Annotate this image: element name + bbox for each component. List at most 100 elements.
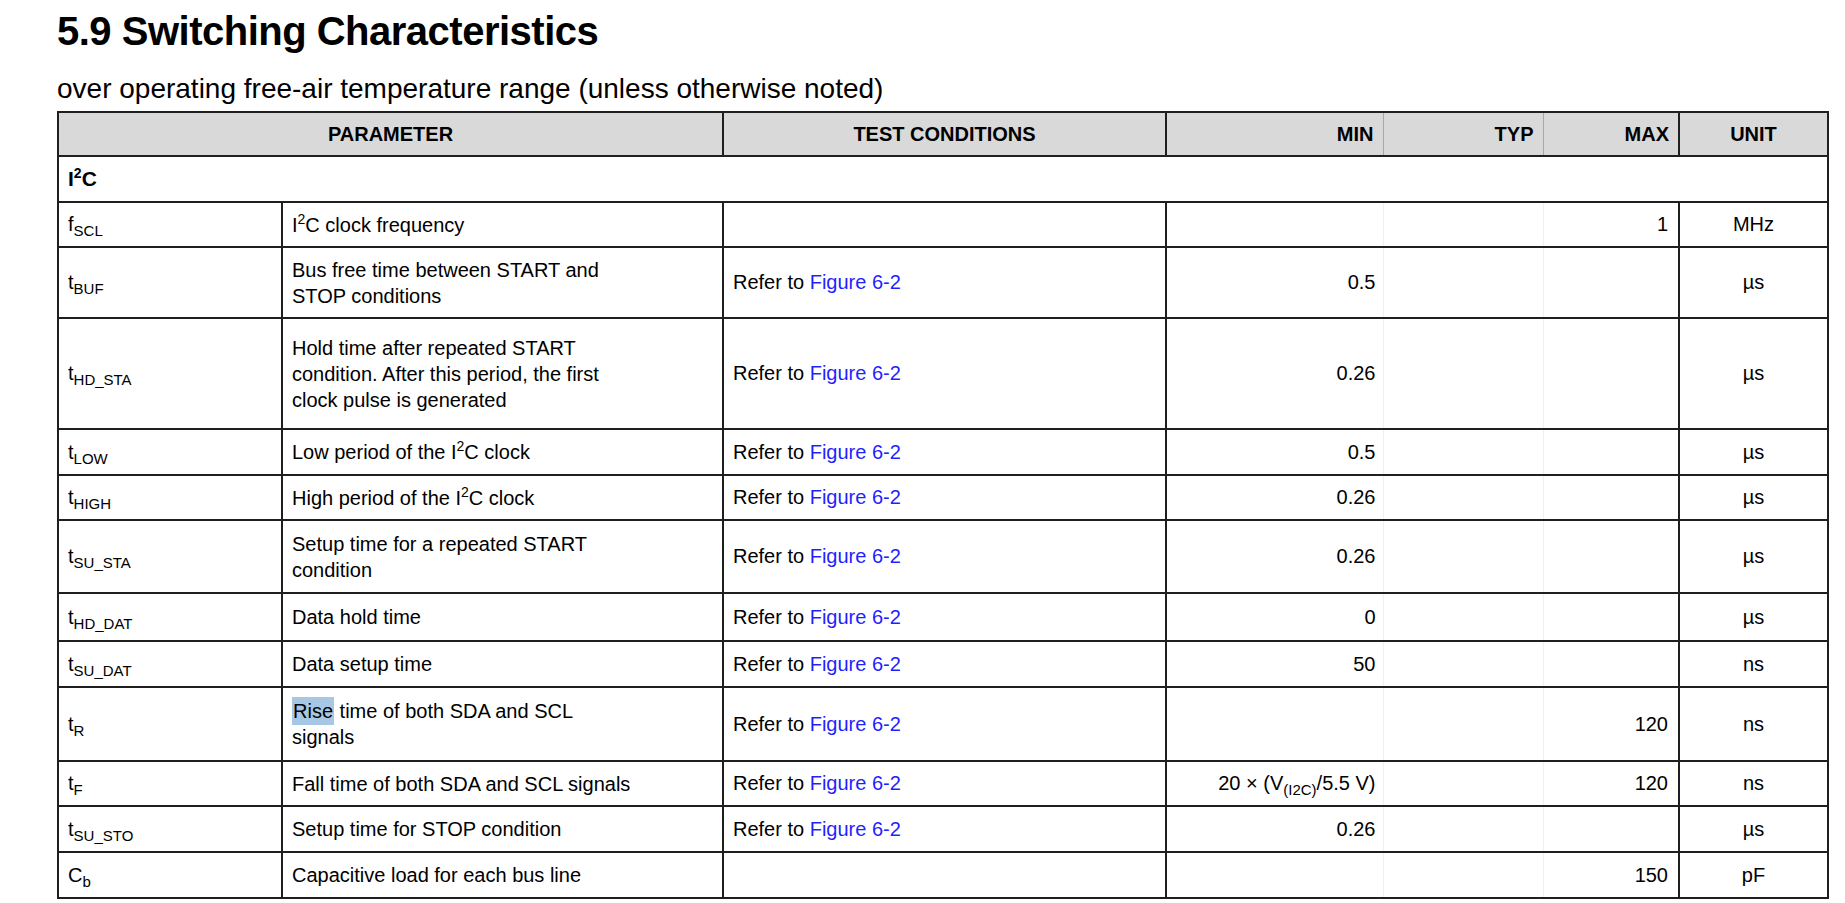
parameter-description: Setup time for a repeated STARTcondition: [282, 520, 723, 593]
parameter-description: Low period of the I2C clock: [282, 429, 723, 475]
unit-value: µs: [1679, 593, 1828, 641]
unit-value: ns: [1679, 687, 1828, 761]
figure-link[interactable]: Figure 6-2: [810, 772, 901, 794]
test-condition-cell: Refer to Figure 6-2: [723, 318, 1166, 429]
typ-value: [1383, 318, 1543, 429]
typ-value: [1383, 247, 1543, 318]
parameter-symbol: tHD_DAT: [58, 593, 282, 641]
min-value: 0.26: [1166, 806, 1383, 852]
selection-highlight: Rise: [292, 697, 334, 725]
unit-value: ns: [1679, 761, 1828, 806]
max-value: 150: [1543, 852, 1679, 898]
min-value: 0.26: [1166, 520, 1383, 593]
max-value: [1543, 593, 1679, 641]
parameter-description: Setup time for STOP condition: [282, 806, 723, 852]
min-value: 50: [1166, 641, 1383, 687]
min-value: 0.5: [1166, 247, 1383, 318]
parameter-description: Rise time of both SDA and SCLsignals: [282, 687, 723, 761]
unit-value: µs: [1679, 520, 1828, 593]
test-condition-cell: Refer to Figure 6-2: [723, 761, 1166, 806]
table-row: fSCLI2C clock frequency1MHz: [58, 202, 1828, 247]
table-row: tFFall time of both SDA and SCL signalsR…: [58, 761, 1828, 806]
section-row: I2C: [58, 156, 1828, 202]
document-page: 5.9 Switching Characteristics over opera…: [0, 0, 1845, 899]
table-row: tBUFBus free time between START andSTOP …: [58, 247, 1828, 318]
column-header-unit: UNIT: [1679, 112, 1828, 156]
figure-link[interactable]: Figure 6-2: [810, 271, 901, 293]
typ-value: [1383, 761, 1543, 806]
unit-value: µs: [1679, 318, 1828, 429]
parameter-symbol: Cb: [58, 852, 282, 898]
min-value: 0.5: [1166, 429, 1383, 475]
typ-value: [1383, 429, 1543, 475]
figure-link[interactable]: Figure 6-2: [810, 713, 901, 735]
min-value: 0.26: [1166, 318, 1383, 429]
min-value: [1166, 852, 1383, 898]
parameter-symbol: tSU_STO: [58, 806, 282, 852]
figure-link[interactable]: Figure 6-2: [810, 486, 901, 508]
section-label: I2C: [58, 156, 1828, 202]
column-header-typ: TYP: [1383, 112, 1543, 156]
column-header-min: MIN: [1166, 112, 1383, 156]
test-condition-cell: Refer to Figure 6-2: [723, 429, 1166, 475]
column-header-parameter: PARAMETER: [58, 112, 723, 156]
column-header-max: MAX: [1543, 112, 1679, 156]
parameter-symbol: tLOW: [58, 429, 282, 475]
table-row: CbCapacitive load for each bus line 150pF: [58, 852, 1828, 898]
max-value: [1543, 318, 1679, 429]
figure-link[interactable]: Figure 6-2: [810, 653, 901, 675]
typ-value: [1383, 202, 1543, 247]
max-value: [1543, 641, 1679, 687]
figure-link[interactable]: Figure 6-2: [810, 606, 901, 628]
typ-value: [1383, 687, 1543, 761]
figure-link[interactable]: Figure 6-2: [810, 362, 901, 384]
test-condition-cell: Refer to Figure 6-2: [723, 593, 1166, 641]
parameter-symbol: fSCL: [58, 202, 282, 247]
test-condition-cell: Refer to Figure 6-2: [723, 641, 1166, 687]
parameter-symbol: tSU_STA: [58, 520, 282, 593]
max-value: [1543, 429, 1679, 475]
figure-link[interactable]: Figure 6-2: [810, 545, 901, 567]
test-condition-cell: Refer to Figure 6-2: [723, 247, 1166, 318]
parameter-description: I2C clock frequency: [282, 202, 723, 247]
table-row: tRRise time of both SDA and SCLsignalsRe…: [58, 687, 1828, 761]
parameter-symbol: tSU_DAT: [58, 641, 282, 687]
parameter-symbol: tR: [58, 687, 282, 761]
figure-link[interactable]: Figure 6-2: [810, 441, 901, 463]
typ-value: [1383, 520, 1543, 593]
parameter-description: Fall time of both SDA and SCL signals: [282, 761, 723, 806]
parameter-description: Capacitive load for each bus line: [282, 852, 723, 898]
max-value: [1543, 806, 1679, 852]
min-value: [1166, 202, 1383, 247]
table-header-row: PARAMETER TEST CONDITIONS MIN TYP MAX UN…: [58, 112, 1828, 156]
table-row: tHD_STAHold time after repeated STARTcon…: [58, 318, 1828, 429]
switching-characteristics-table: PARAMETER TEST CONDITIONS MIN TYP MAX UN…: [57, 111, 1829, 899]
max-value: [1543, 247, 1679, 318]
typ-value: [1383, 475, 1543, 520]
table-row: tHD_DATData hold timeRefer to Figure 6-2…: [58, 593, 1828, 641]
unit-value: pF: [1679, 852, 1828, 898]
typ-value: [1383, 593, 1543, 641]
unit-value: µs: [1679, 806, 1828, 852]
table-row: tSU_DATData setup timeRefer to Figure 6-…: [58, 641, 1828, 687]
typ-value: [1383, 852, 1543, 898]
test-condition-cell: Refer to Figure 6-2: [723, 687, 1166, 761]
test-condition-cell: [723, 852, 1166, 898]
figure-link[interactable]: Figure 6-2: [810, 818, 901, 840]
unit-value: ns: [1679, 641, 1828, 687]
max-value: 1: [1543, 202, 1679, 247]
test-condition-cell: Refer to Figure 6-2: [723, 520, 1166, 593]
parameter-symbol: tHIGH: [58, 475, 282, 520]
test-condition-cell: Refer to Figure 6-2: [723, 475, 1166, 520]
parameter-description: Data hold time: [282, 593, 723, 641]
table-row: tHIGHHigh period of the I2C clockRefer t…: [58, 475, 1828, 520]
table-row: tSU_STOSetup time for STOP conditionRefe…: [58, 806, 1828, 852]
table-body: I2CfSCLI2C clock frequency1MHztBUFBus fr…: [58, 156, 1828, 898]
min-value: 0.26: [1166, 475, 1383, 520]
typ-value: [1383, 641, 1543, 687]
min-value: 20 × (V(I2C)/5.5 V): [1166, 761, 1383, 806]
parameter-symbol: tBUF: [58, 247, 282, 318]
parameter-description: High period of the I2C clock: [282, 475, 723, 520]
max-value: [1543, 475, 1679, 520]
parameter-description: Hold time after repeated STARTcondition.…: [282, 318, 723, 429]
